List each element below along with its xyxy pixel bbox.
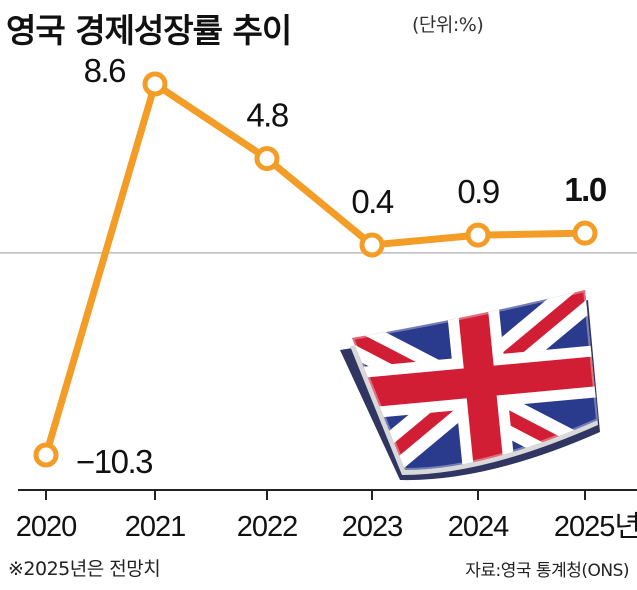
x-tick-label: 2025년	[554, 511, 637, 543]
union-jack-flag-icon	[340, 290, 600, 481]
source-note: 자료:영국 통계청(ONS)	[465, 561, 629, 581]
data-label: 0.9	[457, 173, 499, 210]
data-point	[33, 442, 59, 468]
data-point	[465, 222, 491, 248]
x-tick-label: 2023	[342, 511, 403, 543]
data-point	[359, 232, 385, 258]
data-label: 4.8	[246, 97, 288, 134]
data-point	[254, 146, 280, 172]
unit-label: (단위:%)	[412, 14, 484, 36]
x-tick-label: 2021	[125, 511, 186, 543]
chart-title: 영국 경제성장률 추이	[6, 11, 292, 50]
data-point	[142, 71, 168, 97]
forecast-footnote: ※2025년은 전망치	[8, 558, 161, 580]
x-tick-label: 2020	[16, 511, 77, 543]
x-tick-label: 2024	[448, 511, 509, 543]
x-tick-label: 2022	[237, 511, 298, 543]
data-point	[572, 220, 598, 246]
data-label: 0.4	[351, 183, 394, 220]
series-line	[42, 80, 589, 459]
data-label: 1.0	[564, 171, 606, 208]
data-label: 8.6	[84, 52, 126, 89]
x-axis-ticks	[45, 490, 586, 500]
data-label: −10.3	[76, 443, 152, 480]
